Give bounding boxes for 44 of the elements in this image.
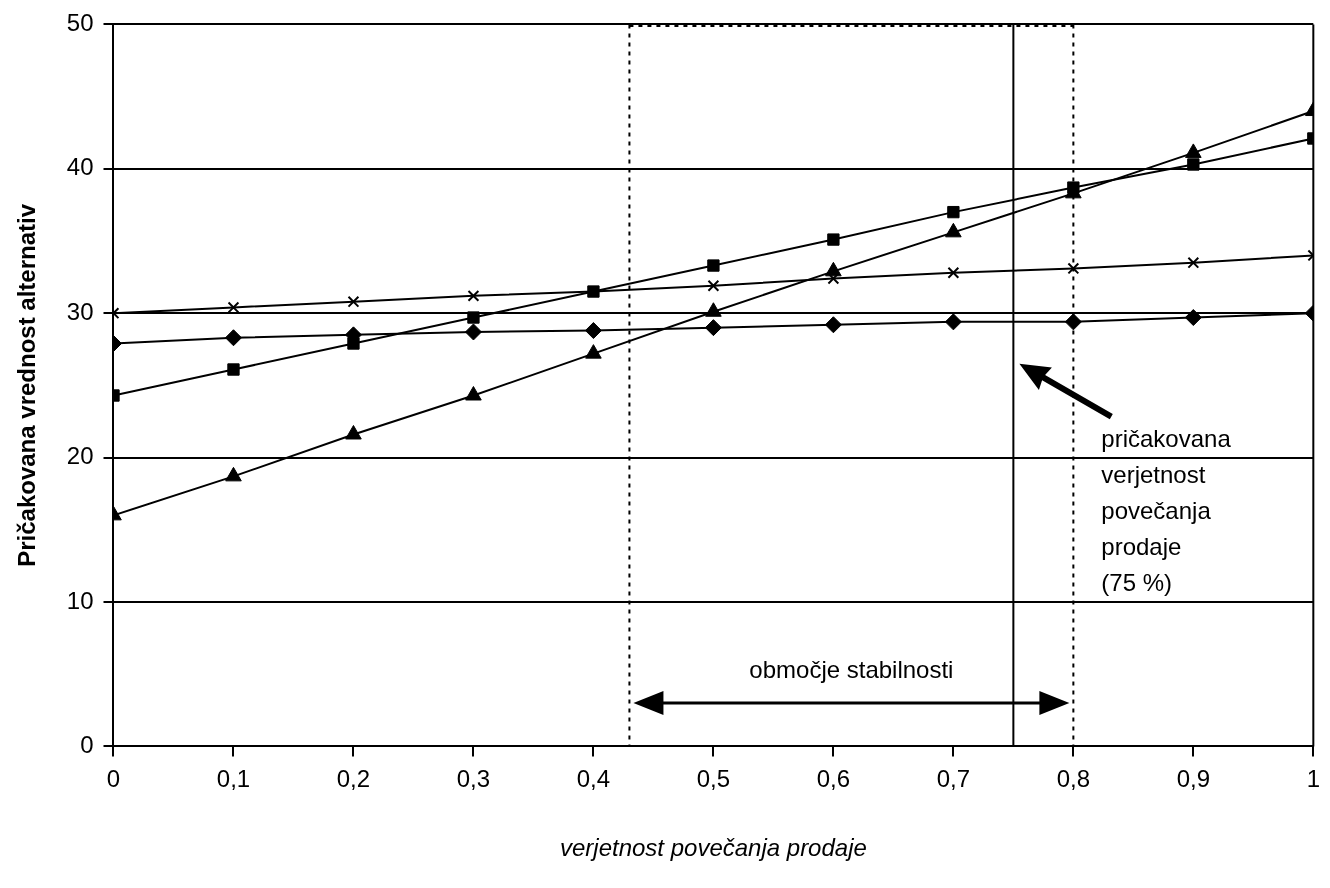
point bbox=[704, 319, 722, 337]
y-tick-label: 50 bbox=[66, 9, 94, 37]
point bbox=[465, 386, 482, 401]
point bbox=[1067, 262, 1080, 275]
point bbox=[227, 363, 240, 376]
annotation: območje stabilnosti bbox=[749, 655, 954, 683]
y-axis-title: Pričakovana vrednost alternativ bbox=[13, 203, 41, 567]
point bbox=[707, 259, 720, 272]
point bbox=[584, 322, 602, 340]
x-tick-label: 0,9 bbox=[1176, 765, 1211, 793]
y-tick-label: 0 bbox=[80, 731, 94, 759]
x-tick-label: 1 bbox=[1306, 765, 1321, 793]
x-tick-label: 0,8 bbox=[1056, 765, 1091, 793]
point bbox=[947, 205, 960, 219]
point bbox=[1187, 158, 1200, 171]
x-tick-label: 0,2 bbox=[336, 765, 371, 793]
point bbox=[827, 233, 840, 246]
point bbox=[345, 425, 362, 440]
ref-line-label: pričakovana verjetnost povečanja prodaje (75 %) bbox=[1101, 425, 1232, 597]
point bbox=[467, 311, 480, 324]
point bbox=[347, 337, 360, 350]
y-tick-label: 10 bbox=[66, 586, 94, 614]
point bbox=[347, 295, 360, 308]
point bbox=[464, 323, 482, 341]
x-axis-title: verjetnost povečanja prodaje bbox=[559, 834, 867, 862]
x-tick-label: 0,5 bbox=[696, 765, 731, 793]
point bbox=[1184, 309, 1202, 327]
point bbox=[944, 313, 962, 331]
y-tick-label: 20 bbox=[66, 442, 94, 470]
y-tick-label: 40 bbox=[66, 153, 94, 181]
point bbox=[947, 266, 960, 279]
x-tick-label: 0 bbox=[106, 765, 121, 793]
x-tick-label: 0,6 bbox=[816, 765, 851, 793]
y-tick-label: 30 bbox=[66, 297, 94, 325]
x-tick-label: 0,4 bbox=[576, 765, 611, 793]
point bbox=[224, 329, 242, 347]
point bbox=[467, 289, 480, 302]
x-tick-label: 0,7 bbox=[936, 765, 971, 793]
x-tick-label: 0,3 bbox=[456, 765, 491, 793]
point bbox=[824, 316, 842, 334]
point bbox=[707, 279, 720, 292]
point bbox=[1064, 313, 1082, 331]
point bbox=[1187, 256, 1200, 269]
x-tick-label: 0,1 bbox=[216, 765, 251, 793]
